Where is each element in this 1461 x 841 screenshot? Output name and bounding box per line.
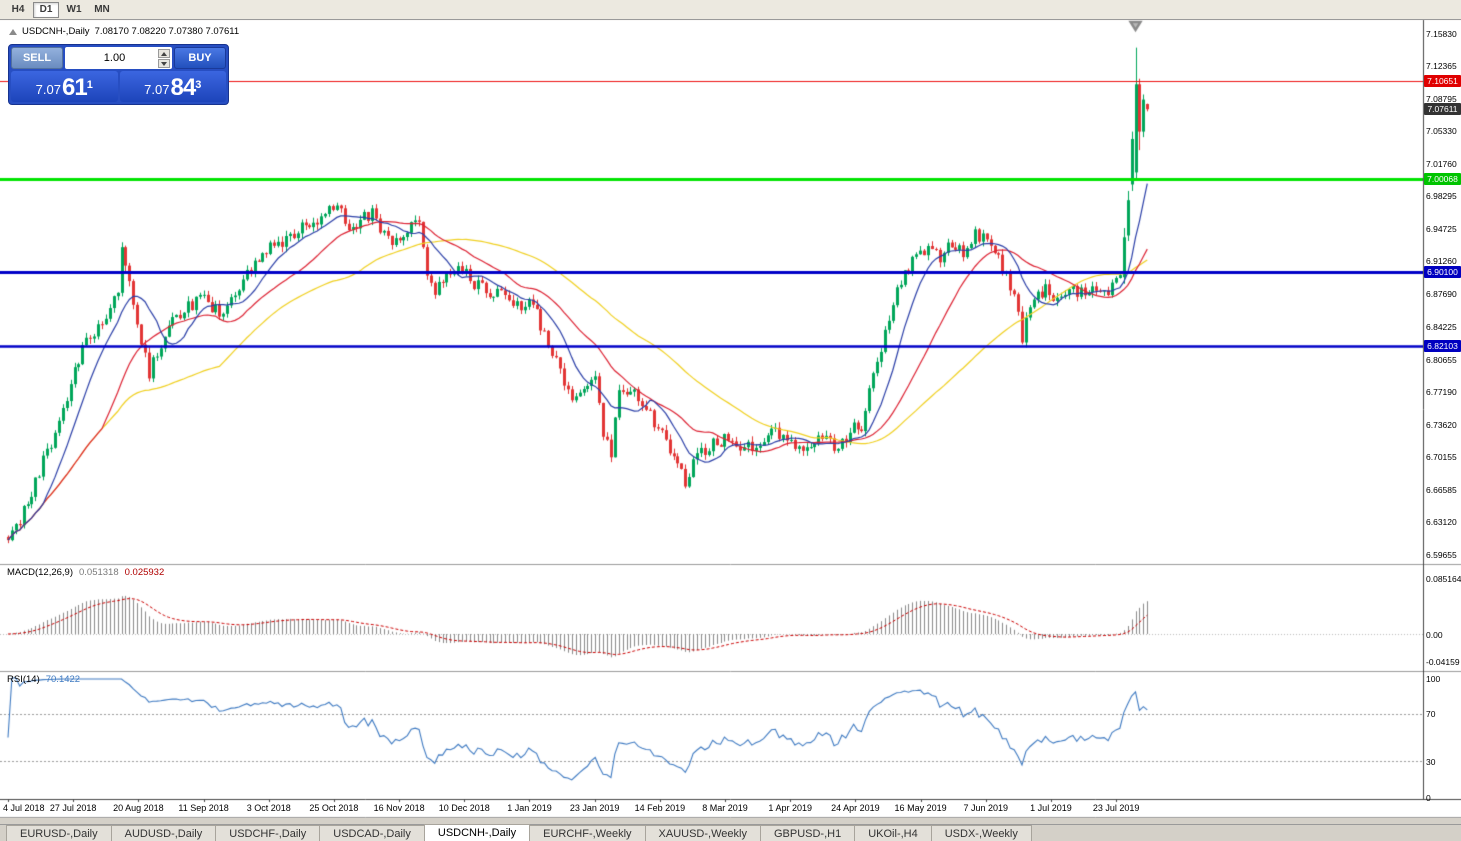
chart-symbol-label: USDCNH-,Daily bbox=[22, 26, 90, 37]
macd-params-label: MACD(12,26,9) bbox=[7, 567, 73, 578]
chart-tab-ukoil-h4[interactable]: UKOil-,H4 bbox=[854, 825, 932, 841]
chart-tab-usdchf-daily[interactable]: USDCHF-,Daily bbox=[215, 825, 321, 841]
sell-price-display[interactable]: 7.07 61 1 bbox=[11, 71, 118, 102]
chart-tab-xauusd-weekly[interactable]: XAUUSD-,Weekly bbox=[644, 825, 761, 841]
chart-tab-audusd-daily[interactable]: AUDUSD-,Daily bbox=[110, 825, 217, 841]
timeframe-button-d1[interactable]: D1 bbox=[33, 1, 59, 18]
buy-price-prefix: 7.07 bbox=[144, 82, 170, 97]
volume-field[interactable]: 1.00 bbox=[65, 47, 172, 69]
timeframe-button-w1[interactable]: W1 bbox=[61, 2, 87, 18]
buy-price-big-digits: 84 bbox=[170, 74, 196, 101]
chart-tab-usdcnh-daily[interactable]: USDCNH-,Daily bbox=[423, 824, 531, 841]
timeframe-button-h4[interactable]: H4 bbox=[5, 2, 31, 18]
symbol-triangle-icon bbox=[9, 28, 17, 35]
rsi-indicator-label: RSI(14) 70.1422 bbox=[7, 674, 80, 685]
sell-price-superscript: 1 bbox=[86, 79, 93, 91]
chart-tab-gbpusd-h1[interactable]: GBPUSD-,H1 bbox=[759, 825, 856, 841]
sell-button[interactable]: SELL bbox=[11, 47, 63, 69]
chart-tab-eurchf-weekly[interactable]: EURCHF-,Weekly bbox=[529, 825, 646, 841]
timeframe-toolbar: H4 D1 W1 MN bbox=[0, 0, 1461, 20]
buy-price-superscript: 3 bbox=[195, 79, 202, 91]
buy-price-display[interactable]: 7.07 84 3 bbox=[119, 71, 226, 102]
one-click-trading-panel: SELL 1.00 BUY 7.07 61 1 7.07 84 3 bbox=[8, 44, 229, 105]
sell-price-big-digits: 61 bbox=[61, 74, 88, 101]
chart-ohlc-values: 7.08170 7.08220 7.07380 7.07611 bbox=[94, 26, 240, 37]
volume-value[interactable]: 1.00 bbox=[103, 52, 126, 64]
buy-button[interactable]: BUY bbox=[174, 47, 226, 69]
sell-price-prefix: 7.07 bbox=[35, 82, 61, 97]
timeframe-button-mn[interactable]: MN bbox=[89, 2, 115, 18]
chart-tab-usdcad-daily[interactable]: USDCAD-,Daily bbox=[319, 825, 425, 841]
horizontal-scrollbar[interactable] bbox=[0, 818, 1461, 824]
chart-tab-eurusd-daily[interactable]: EURUSD-,Daily bbox=[6, 825, 112, 841]
chart-header: USDCNH-,Daily 7.08170 7.08220 7.07380 7.… bbox=[9, 26, 239, 37]
macd-signal-value: 0.025932 bbox=[124, 567, 165, 578]
chart-tab-bar: EURUSD-,Daily AUDUSD-,Daily USDCHF-,Daily U… bbox=[0, 824, 1461, 841]
macd-indicator-label: MACD(12,26,9) 0.051318 0.025932 bbox=[7, 567, 164, 578]
rsi-params-label: RSI(14) bbox=[7, 674, 40, 685]
macd-main-value: 0.051318 bbox=[79, 567, 119, 578]
chart-tab-usdx-weekly[interactable]: USDX-,Weekly bbox=[930, 825, 1032, 841]
rsi-value: 70.1422 bbox=[45, 674, 81, 685]
volume-decrease-button[interactable] bbox=[158, 58, 170, 68]
volume-increase-button[interactable] bbox=[158, 48, 170, 58]
volume-spinner bbox=[158, 48, 170, 68]
